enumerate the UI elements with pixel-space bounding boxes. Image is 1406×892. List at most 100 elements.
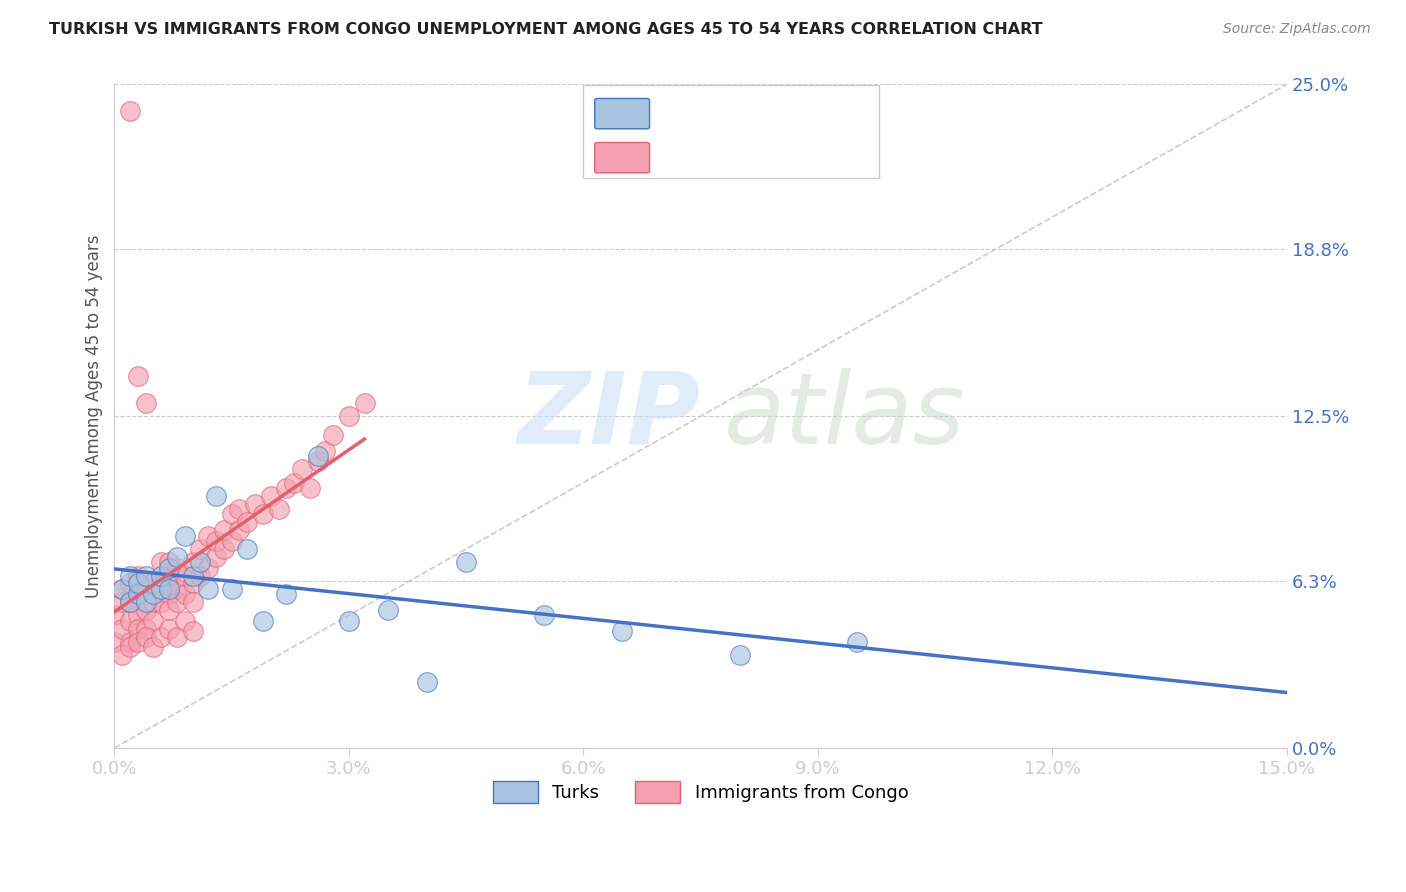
Point [135,622,157,636]
Point [127,587,149,601]
Point [456,555,478,569]
Point [236,541,259,556]
Point [190,541,212,556]
Point [150,568,173,582]
Point [243,497,266,511]
Point [166,549,188,564]
Point [205,533,228,548]
Point [166,595,188,609]
Point [166,630,188,644]
Point [150,630,173,644]
Point [127,635,149,649]
Point [150,595,173,609]
Point [212,524,235,538]
Point [157,560,180,574]
Point [205,549,228,564]
Point [127,622,149,636]
Legend: Turks, Immigrants from Congo: Turks, Immigrants from Congo [484,772,918,812]
Point [205,489,228,503]
Point [228,502,250,516]
Point [181,576,204,591]
Point [157,622,180,636]
Point [103,608,125,623]
Text: R = -0.263   N = 31: R = -0.263 N = 31 [657,103,846,121]
Point [150,555,173,569]
Point [142,576,165,591]
Point [111,582,134,596]
Point [157,582,180,596]
Point [118,595,141,609]
Point [221,508,243,522]
Point [260,489,283,503]
Point [103,635,125,649]
Point [157,555,180,569]
Point [111,595,134,609]
Point [118,614,141,628]
Y-axis label: Unemployment Among Ages 45 to 54 years: Unemployment Among Ages 45 to 54 years [86,235,103,598]
Point [190,568,212,582]
Point [252,508,274,522]
Point [228,524,250,538]
Point [173,614,195,628]
Point [845,635,868,649]
Point [150,576,173,591]
Point [135,595,157,609]
Point [337,409,360,424]
Point [197,582,219,596]
Point [236,516,259,530]
Point [337,614,360,628]
Point [221,533,243,548]
Point [142,640,165,655]
Point [111,622,134,636]
Point [252,614,274,628]
Point [135,603,157,617]
Point [276,587,298,601]
Point [353,396,375,410]
Point [166,560,188,574]
Point [307,449,329,463]
Point [142,587,165,601]
Point [157,587,180,601]
Point [267,502,290,516]
Point [276,481,298,495]
Text: atlas: atlas [724,368,966,465]
Point [135,630,157,644]
Point [142,595,165,609]
Point [135,568,157,582]
Text: Source: ZipAtlas.com: Source: ZipAtlas.com [1223,22,1371,37]
Point [118,568,141,582]
Point [118,635,141,649]
Point [212,541,235,556]
Point [127,568,149,582]
Point [181,568,204,582]
Point [135,582,157,596]
Point [166,582,188,596]
Point [118,640,141,655]
Point [173,587,195,601]
Point [127,587,149,601]
Point [197,560,219,574]
Point [157,603,180,617]
Point [118,595,141,609]
Point [322,427,344,442]
Point [173,568,195,582]
Point [118,103,141,118]
Point [118,576,141,591]
Point [127,608,149,623]
Text: R =  0.449   N = 73: R = 0.449 N = 73 [657,148,846,166]
Point [533,608,555,623]
Point [298,481,321,495]
Point [157,568,180,582]
Point [181,595,204,609]
Text: ZIP: ZIP [517,368,700,465]
Point [127,369,149,384]
Point [728,648,751,662]
Point [283,475,305,490]
Point [111,648,134,662]
Point [416,674,439,689]
Point [612,624,634,639]
Point [197,529,219,543]
Point [307,454,329,468]
Point [221,582,243,596]
Point [181,624,204,639]
